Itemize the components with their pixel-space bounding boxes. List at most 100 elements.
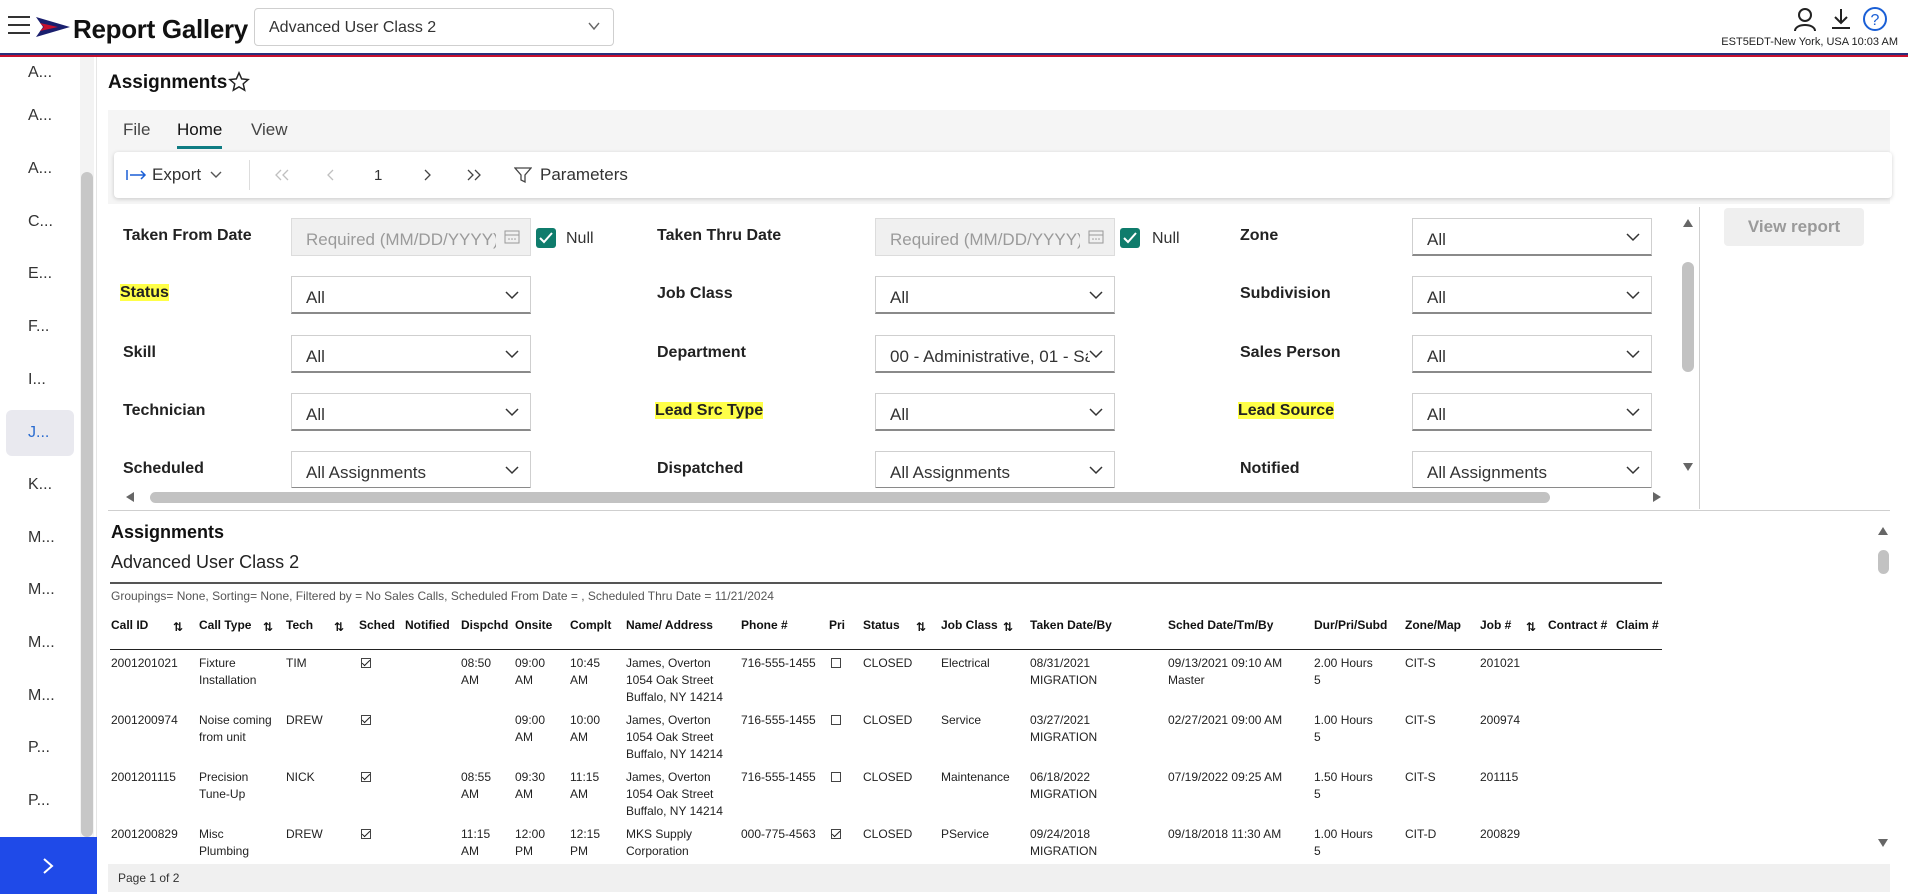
calendar-icon[interactable] [504, 229, 520, 245]
report-vertical-scrollbar[interactable] [1874, 522, 1892, 852]
sort-job-class-icon[interactable]: ⇅ [1003, 620, 1014, 634]
cell-name-address: James, Overton 1054 Oak Street Buffalo, NY… [626, 655, 723, 706]
scroll-down-icon[interactable] [1877, 838, 1889, 848]
nav-item-13[interactable]: M... [28, 687, 55, 704]
taken-from-date-input[interactable]: Required (MM/DD/YYYY) [291, 218, 531, 256]
scroll-left-icon[interactable] [125, 491, 135, 503]
nav-item-7[interactable]: I... [28, 371, 46, 388]
taken-thru-date-input[interactable]: Required (MM/DD/YYYY) [875, 218, 1115, 256]
sort-call-id-icon[interactable]: ⇅ [173, 620, 184, 634]
nav-scroll-thumb[interactable] [81, 172, 93, 837]
cell-pri-checkbox [831, 772, 841, 782]
taken-from-null-checkbox[interactable] [536, 228, 556, 248]
nav-item-2[interactable]: A... [28, 107, 53, 124]
nav-item-11[interactable]: M... [28, 581, 55, 598]
cell-call-type: Noise coming from unit [199, 712, 272, 746]
tab-view[interactable]: View [251, 120, 288, 139]
skill-select[interactable]: All [291, 335, 531, 373]
job-class-select[interactable]: All [875, 276, 1115, 314]
next-page-button[interactable] [422, 152, 432, 198]
cell-phone: 716-555-1455 [741, 656, 816, 670]
taken-thru-null-checkbox[interactable] [1120, 228, 1140, 248]
scheduled-value: All Assignments [306, 463, 426, 482]
calendar-icon[interactable] [1088, 229, 1104, 245]
col-claim: Claim # [1616, 618, 1659, 632]
scroll-up-icon[interactable] [1682, 218, 1694, 228]
report-vscroll-thumb[interactable] [1878, 550, 1889, 574]
params-vscroll-thumb[interactable] [1682, 262, 1694, 372]
last-page-button[interactable] [466, 152, 482, 198]
nav-item-5[interactable]: E... [28, 265, 53, 282]
sort-call-type-icon[interactable]: ⇅ [263, 620, 274, 634]
priority: 5 [1314, 673, 1321, 687]
parameters-button[interactable]: Parameters [514, 152, 628, 198]
nav-item-14[interactable]: P... [28, 739, 50, 756]
department-value: 00 - Administrative, 01 - Sales [890, 347, 1090, 366]
sort-tech-icon[interactable]: ⇅ [334, 620, 345, 634]
user-icon[interactable] [1792, 6, 1818, 32]
panel-splitter[interactable] [108, 510, 1890, 511]
nav-item-15[interactable]: P... [28, 792, 50, 809]
cell-call-id: 2001201021 [111, 656, 178, 670]
nav-item-1[interactable]: A... [28, 64, 53, 81]
first-page-button[interactable] [274, 152, 290, 198]
page-number-input[interactable]: 1 [374, 166, 383, 184]
call-type-line: Tune-Up [199, 787, 246, 801]
technician-select[interactable]: All [291, 393, 531, 431]
nav-expand-button[interactable] [0, 837, 97, 894]
favorite-star-icon[interactable] [228, 71, 250, 93]
scroll-right-icon[interactable] [1652, 491, 1662, 503]
nav-item-8-active[interactable]: J... [6, 410, 74, 456]
chevron-down-icon [1089, 408, 1103, 417]
params-horizontal-scrollbar[interactable] [120, 489, 1665, 505]
department-select[interactable]: 00 - Administrative, 01 - Sales [875, 335, 1115, 373]
lead-src-type-select[interactable]: All [875, 393, 1115, 431]
chevron-down-icon [1089, 466, 1103, 475]
taken-by: MIGRATION [1030, 787, 1098, 801]
scheduled-select[interactable]: All Assignments [291, 451, 531, 488]
prev-page-button[interactable] [326, 152, 336, 198]
view-report-button[interactable]: View report [1724, 208, 1864, 246]
subdivision-value: All [1427, 288, 1446, 307]
report-rule [110, 582, 1662, 584]
nav-item-3[interactable]: A... [28, 160, 53, 177]
scroll-down-icon[interactable] [1682, 462, 1694, 472]
ampm: AM [515, 787, 533, 801]
sort-job-number-icon[interactable]: ⇅ [1526, 620, 1537, 634]
cell-zone: CIT-S [1405, 713, 1436, 727]
nav-item-9[interactable]: K... [28, 476, 53, 493]
dispatched-select[interactable]: All Assignments [875, 451, 1115, 488]
taken-date: 08/31/2021 [1030, 656, 1091, 670]
sales-person-label: Sales Person [1240, 344, 1341, 361]
scroll-up-icon[interactable] [1877, 526, 1889, 536]
nav-item-4[interactable]: C... [28, 213, 53, 230]
cell-job-number: 201115 [1480, 770, 1519, 784]
download-icon[interactable] [1828, 6, 1854, 32]
nav-item-10[interactable]: M... [28, 529, 55, 546]
next-page-icon [424, 169, 431, 181]
time: 10:45 [570, 656, 601, 670]
col-call-type: Call Type [199, 618, 252, 632]
export-button[interactable]: Export [126, 152, 223, 198]
help-icon[interactable]: ? [1862, 6, 1888, 32]
report-select[interactable]: Advanced User Class 2 [254, 8, 614, 46]
nav-scrollbar[interactable] [80, 57, 94, 837]
sort-status-icon[interactable]: ⇅ [916, 620, 927, 634]
lead-source-select[interactable]: All [1412, 393, 1652, 431]
col-dur-pri-subd: Dur/Pri/Subd [1314, 618, 1388, 632]
call-type-line: Fixture [199, 656, 236, 670]
tab-home[interactable]: Home [177, 120, 223, 149]
call-type-line: from unit [199, 730, 246, 744]
nav-item-6[interactable]: F... [28, 318, 50, 335]
notified-select[interactable]: All Assignments [1412, 451, 1652, 488]
subdivision-select[interactable]: All [1412, 276, 1652, 314]
params-vertical-scrollbar[interactable] [1678, 210, 1698, 478]
hamburger-icon[interactable] [8, 16, 30, 36]
status-select[interactable]: All [291, 276, 531, 314]
params-hscroll-thumb[interactable] [150, 492, 1550, 503]
nav-item-12[interactable]: M... [28, 634, 55, 651]
name-line: James, Overton [626, 770, 711, 784]
tab-file[interactable]: File [123, 120, 151, 139]
zone-select[interactable]: All [1412, 218, 1652, 256]
sales-person-select[interactable]: All [1412, 335, 1652, 373]
